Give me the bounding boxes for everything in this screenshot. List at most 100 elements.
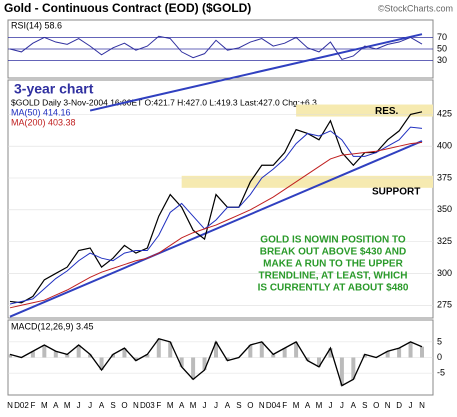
x-tick-label: J	[77, 401, 81, 410]
y-tick-label: 275	[437, 300, 452, 310]
macd-bar	[76, 345, 81, 358]
x-tick-label: A	[225, 401, 231, 410]
macd-bar	[53, 351, 58, 358]
macd-bar	[214, 341, 218, 358]
x-tick-label: N	[259, 401, 265, 410]
rsi-label: RSI(14) 58.6	[11, 20, 62, 30]
macd-bar	[339, 357, 344, 386]
macd-bar	[259, 341, 264, 358]
y-tick-label: 5	[437, 336, 442, 346]
x-tick-label: J	[328, 401, 332, 410]
y-tick-label: -5	[437, 368, 445, 378]
y-tick-label: 400	[437, 141, 452, 151]
macd-bar	[145, 354, 150, 358]
y-tick-label: 70	[437, 32, 447, 42]
x-tick-label: D	[396, 401, 402, 410]
x-tick-label: A	[99, 401, 105, 410]
x-tick-label: S	[362, 401, 367, 410]
legend-entry: MA(50) 414.16	[11, 107, 71, 117]
x-tick-label: N	[133, 401, 139, 410]
macd-bar	[317, 357, 321, 367]
y-tick-label: 375	[437, 172, 452, 182]
legend-entry: MA(200) 403.38	[11, 117, 76, 127]
x-tick-label: M	[316, 401, 323, 410]
x-tick-label: S	[110, 401, 115, 410]
quote: $GOLD Daily 3-Nov-2004 16:00ET O:421.7 H…	[11, 97, 317, 107]
comment-line: GOLD IS NOWIN POSITION TO	[260, 235, 406, 246]
x-tick-label: F	[30, 401, 35, 410]
macd-bar	[42, 345, 47, 358]
macd-bar	[168, 341, 173, 358]
support-band	[181, 175, 433, 188]
chart-title: Gold - Continuous Contract (EOD) ($GOLD)	[4, 1, 251, 15]
macd-bar	[191, 357, 196, 380]
y-tick-label: 350	[437, 204, 452, 214]
macd-bar	[111, 354, 115, 358]
trendline	[9, 140, 423, 318]
series-line	[9, 126, 423, 305]
macd-bar	[202, 357, 207, 370]
subtitle: 3-year chart	[14, 81, 94, 97]
x-tick-label: J	[214, 401, 218, 410]
x-tick-label: J	[88, 401, 92, 410]
rsi-line	[9, 35, 423, 61]
macd-bar	[65, 354, 70, 358]
x-tick-label: M	[64, 401, 71, 410]
macd-bar	[30, 351, 35, 358]
macd-bar	[282, 348, 287, 358]
macd-bar	[133, 357, 138, 361]
macd-bar	[271, 354, 276, 358]
x-tick-label: M	[167, 401, 174, 410]
x-tick-label: D02	[14, 401, 29, 410]
macd-bar	[8, 354, 12, 358]
x-tick-label: A	[53, 401, 59, 410]
macd-bar	[385, 351, 390, 358]
x-tick-label: M	[41, 401, 48, 410]
x-tick-label: A	[305, 401, 311, 410]
x-tick-label: J	[409, 401, 413, 410]
x-tick-label: O	[121, 401, 127, 410]
x-tick-label: F	[282, 401, 287, 410]
macd-bar	[99, 357, 104, 370]
macd-label: MACD(12,26,9) 3.45	[11, 321, 94, 331]
macd-bar	[408, 341, 413, 358]
x-tick-label: A	[179, 401, 185, 410]
x-tick-label: N	[7, 401, 13, 410]
x-tick-label: S	[236, 401, 241, 410]
macd-bar	[88, 354, 93, 358]
comment-line: TRENDLINE, AT LEAST, WHICH	[259, 271, 408, 282]
x-tick-label: M	[190, 401, 197, 410]
x-tick-label: N	[385, 401, 391, 410]
credit: ©StockCharts.com	[378, 3, 453, 13]
x-tick-label: A	[351, 401, 357, 410]
x-tick-label: F	[156, 401, 161, 410]
y-tick-label: 0	[437, 352, 442, 362]
x-tick-label: D03	[140, 401, 155, 410]
y-tick-label: 50	[437, 43, 447, 53]
x-tick-label: O	[247, 401, 253, 410]
y-tick-label: 425	[437, 109, 452, 119]
y-tick-label: 300	[437, 268, 452, 278]
comment-line: BREAK OUT ABOVE $430 AND	[260, 247, 407, 258]
macd-bar	[420, 346, 424, 358]
x-tick-label: O	[373, 401, 379, 410]
macd-bar	[225, 357, 230, 361]
x-tick-label: J	[340, 401, 344, 410]
macd-bar	[179, 357, 184, 367]
macd-bar	[248, 345, 253, 358]
macd-bar	[122, 348, 127, 358]
x-tick-label: J	[203, 401, 207, 410]
comment-line: MAKE A RUN TO THE UPPER	[263, 259, 403, 270]
macd-bar	[351, 357, 356, 380]
x-tick-label: N	[419, 401, 425, 410]
macd-bar	[328, 348, 333, 358]
macd-bar	[156, 338, 161, 358]
comment-line: IS CURRENTLY AT ABOUT $480	[258, 283, 409, 294]
macd-bar	[305, 357, 310, 361]
macd-bar	[294, 341, 299, 358]
y-tick-label: 30	[437, 55, 447, 65]
series-line	[9, 141, 423, 309]
macd-bar	[362, 354, 367, 358]
macd-bar	[397, 348, 402, 358]
